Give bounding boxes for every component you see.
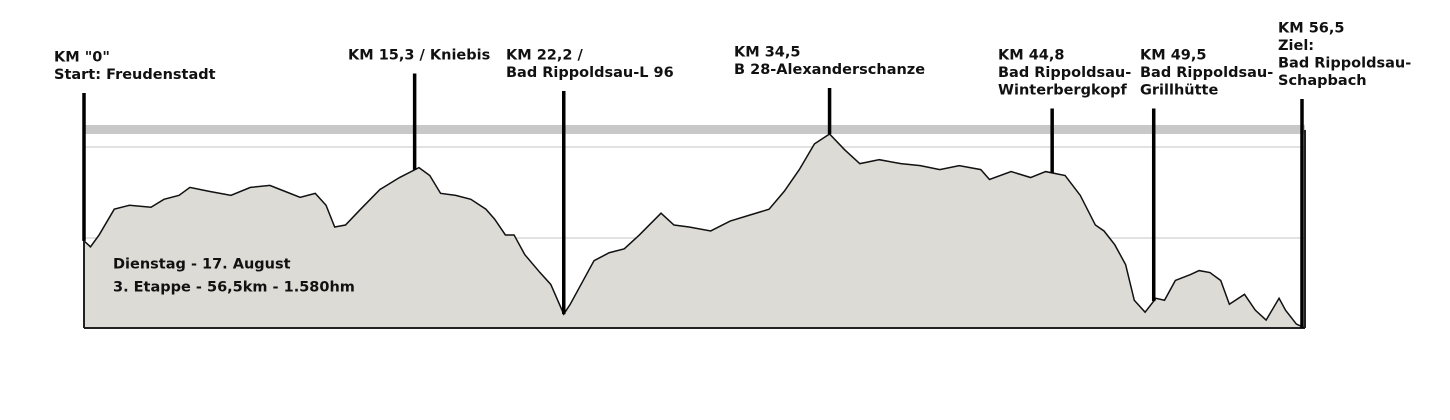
top-band — [84, 125, 1305, 134]
route-note: 3. Etappe - 56,5km - 1.580hm — [113, 280, 355, 296]
route-note: Dienstag - 17. August — [113, 257, 291, 273]
annotation-label: Bad Rippoldsau-L 96 — [506, 65, 674, 81]
profile-line — [83, 132, 1306, 329]
annotation-label: Bad Rippoldsau- — [1140, 65, 1273, 81]
annotation-label: KM 56,5 — [1278, 21, 1345, 37]
annotation-label: KM "0" — [54, 50, 110, 66]
annotation-label: Grillhütte — [1140, 83, 1218, 99]
annotation-label: B 28-Alexanderschanze — [734, 62, 925, 78]
annotation-label: Winterbergkopf — [998, 83, 1128, 99]
area-fill — [84, 133, 1305, 328]
annotation-label: Bad Rippoldsau- — [998, 65, 1131, 81]
annotation-label: Bad Rippoldsau- — [1278, 56, 1411, 72]
annotation-label: KM 22,2 / — [506, 48, 584, 64]
annotation-label: Start: Freudenstadt — [54, 67, 216, 83]
annotation-label: Schapbach — [1278, 73, 1367, 89]
annotation-label: KM 44,8 — [998, 48, 1065, 64]
annotation-label: KM 49,5 — [1140, 48, 1207, 64]
annotation-label: Ziel: — [1278, 38, 1314, 54]
annotation-label: KM 15,3 / Kniebis — [348, 48, 490, 64]
annotation-label: KM 34,5 — [734, 45, 801, 61]
